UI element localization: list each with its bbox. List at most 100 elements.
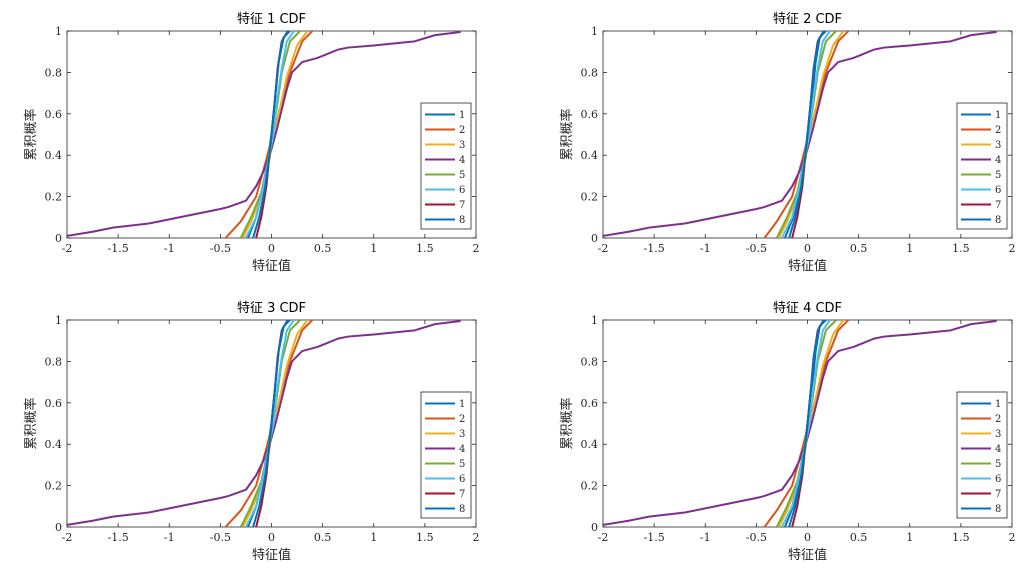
y-tick-label: 1 — [591, 25, 598, 38]
x-axis-label: 特征值 — [788, 547, 827, 563]
x-tick-label: -1.5 — [644, 531, 665, 544]
x-axis-label: 特征值 — [252, 547, 291, 563]
chart-title: 特征 4 CDF — [773, 301, 842, 316]
x-tick-label: -0.5 — [210, 531, 231, 544]
y-tick-label: 0.8 — [45, 355, 63, 368]
chart-panel-2: -2 -1.5 -1 -0.5 0 0.5 1 1.5 2 0 0.2 0.4 0.6 0.8 1 特征 2 … — [559, 12, 1016, 274]
legend-label-3: 3 — [459, 140, 465, 151]
series-line-6 — [781, 31, 831, 238]
y-tick-label: 0.6 — [581, 108, 599, 121]
x-axis-label: 特征值 — [252, 258, 291, 274]
x-tick-label: 0.5 — [314, 531, 332, 544]
chart-panel-4: -2 -1.5 -1 -0.5 0 0.5 1 1.5 2 0 0.2 0.4 0.6 0.8 1 特征 4 … — [559, 301, 1016, 563]
y-tick-label: 0 — [55, 521, 62, 534]
x-axis-label: 特征值 — [788, 258, 827, 274]
series-line-4 — [67, 31, 461, 237]
legend-label-3: 3 — [995, 429, 1001, 440]
legend-label-5: 5 — [459, 170, 465, 181]
legend-label-8: 8 — [995, 215, 1001, 226]
series-line-6 — [781, 320, 831, 527]
legend: 1 2 3 4 5 6 7 8 — [420, 391, 472, 519]
y-tick-label: 0.6 — [45, 397, 63, 410]
x-tick-label: -0.5 — [746, 531, 767, 544]
x-tick-label: 2 — [1009, 242, 1016, 255]
x-tick-label: -1 — [164, 242, 175, 255]
y-tick-label: 0.8 — [45, 66, 63, 79]
legend-label-5: 5 — [995, 459, 1001, 470]
x-tick-label: 1 — [906, 242, 913, 255]
x-tick-label: 0 — [804, 531, 811, 544]
y-tick-label: 1 — [591, 314, 598, 327]
series-line-6 — [245, 320, 295, 527]
y-tick-label: 0.8 — [581, 355, 599, 368]
x-tick-label: 1 — [370, 531, 377, 544]
legend-label-8: 8 — [995, 504, 1001, 515]
chart-title: 特征 1 CDF — [237, 12, 306, 27]
x-tick-label: 0 — [804, 242, 811, 255]
x-tick-label: -2 — [62, 531, 73, 544]
legend-label-4: 4 — [459, 155, 465, 166]
x-tick-label: 2 — [473, 531, 480, 544]
x-tick-label: 0.5 — [850, 531, 868, 544]
x-tick-label: -1 — [700, 242, 711, 255]
legend-label-1: 1 — [459, 110, 465, 121]
y-tick-label: 0.6 — [45, 108, 63, 121]
legend-label-2: 2 — [459, 414, 465, 425]
x-tick-label: -1.5 — [108, 531, 129, 544]
legend: 1 2 3 4 5 6 7 8 — [420, 102, 472, 230]
x-tick-label: 0.5 — [850, 242, 868, 255]
series-line-8 — [788, 320, 825, 527]
x-tick-label: 1 — [906, 531, 913, 544]
legend-label-6: 6 — [459, 185, 465, 196]
x-tick-label: 2 — [473, 242, 480, 255]
series-line-8 — [788, 31, 825, 238]
y-axis-label: 累积概率 — [23, 108, 39, 160]
chart-title: 特征 2 CDF — [773, 12, 842, 27]
y-axis-label: 累积概率 — [23, 397, 39, 449]
legend-label-6: 6 — [995, 185, 1001, 196]
y-tick-label: 0.2 — [45, 191, 63, 204]
legend-label-4: 4 — [995, 155, 1001, 166]
y-tick-label: 0 — [591, 232, 598, 245]
legend: 1 2 3 4 5 6 7 8 — [956, 391, 1008, 519]
legend: 1 2 3 4 5 6 7 8 — [956, 102, 1008, 230]
legend-box — [420, 391, 472, 519]
x-tick-label: 1.5 — [952, 242, 970, 255]
legend-label-1: 1 — [995, 110, 1001, 121]
y-tick-label: 0.4 — [581, 149, 599, 162]
legend-box — [956, 102, 1008, 230]
x-tick-label: 0 — [268, 242, 275, 255]
legend-label-2: 2 — [995, 414, 1001, 425]
legend-label-1: 1 — [459, 399, 465, 410]
x-tick-label: 2 — [1009, 531, 1016, 544]
x-tick-label: 1.5 — [416, 531, 434, 544]
y-tick-label: 0.4 — [581, 438, 599, 451]
chart-panel-1: -2 -1.5 -1 -0.5 0 0.5 1 1.5 2 0 0.2 0.4 0.6 0.8 1 特征 1 … — [23, 12, 480, 274]
y-axis-label: 累积概率 — [559, 108, 575, 160]
x-tick-label: -1.5 — [108, 242, 129, 255]
y-tick-label: 0.6 — [581, 397, 599, 410]
legend-label-3: 3 — [459, 429, 465, 440]
y-tick-label: 0.2 — [45, 480, 63, 493]
series-line-8 — [252, 320, 289, 527]
legend-label-3: 3 — [995, 140, 1001, 151]
y-tick-label: 0.2 — [581, 480, 599, 493]
y-tick-label: 1 — [55, 314, 62, 327]
legend-label-6: 6 — [995, 474, 1001, 485]
x-tick-label: 0.5 — [314, 242, 332, 255]
legend-label-2: 2 — [995, 125, 1001, 136]
legend-label-4: 4 — [995, 444, 1001, 455]
y-tick-label: 0.2 — [581, 191, 599, 204]
series-line-8 — [252, 31, 289, 238]
legend-label-7: 7 — [459, 489, 465, 500]
x-tick-label: -1 — [700, 531, 711, 544]
legend-label-8: 8 — [459, 504, 465, 515]
x-tick-label: -0.5 — [746, 242, 767, 255]
x-tick-label: -2 — [598, 242, 609, 255]
y-tick-label: 1 — [55, 25, 62, 38]
x-tick-label: 1 — [370, 242, 377, 255]
y-tick-label: 0.4 — [45, 438, 63, 451]
x-tick-label: -1 — [164, 531, 175, 544]
x-tick-label: 1.5 — [416, 242, 434, 255]
